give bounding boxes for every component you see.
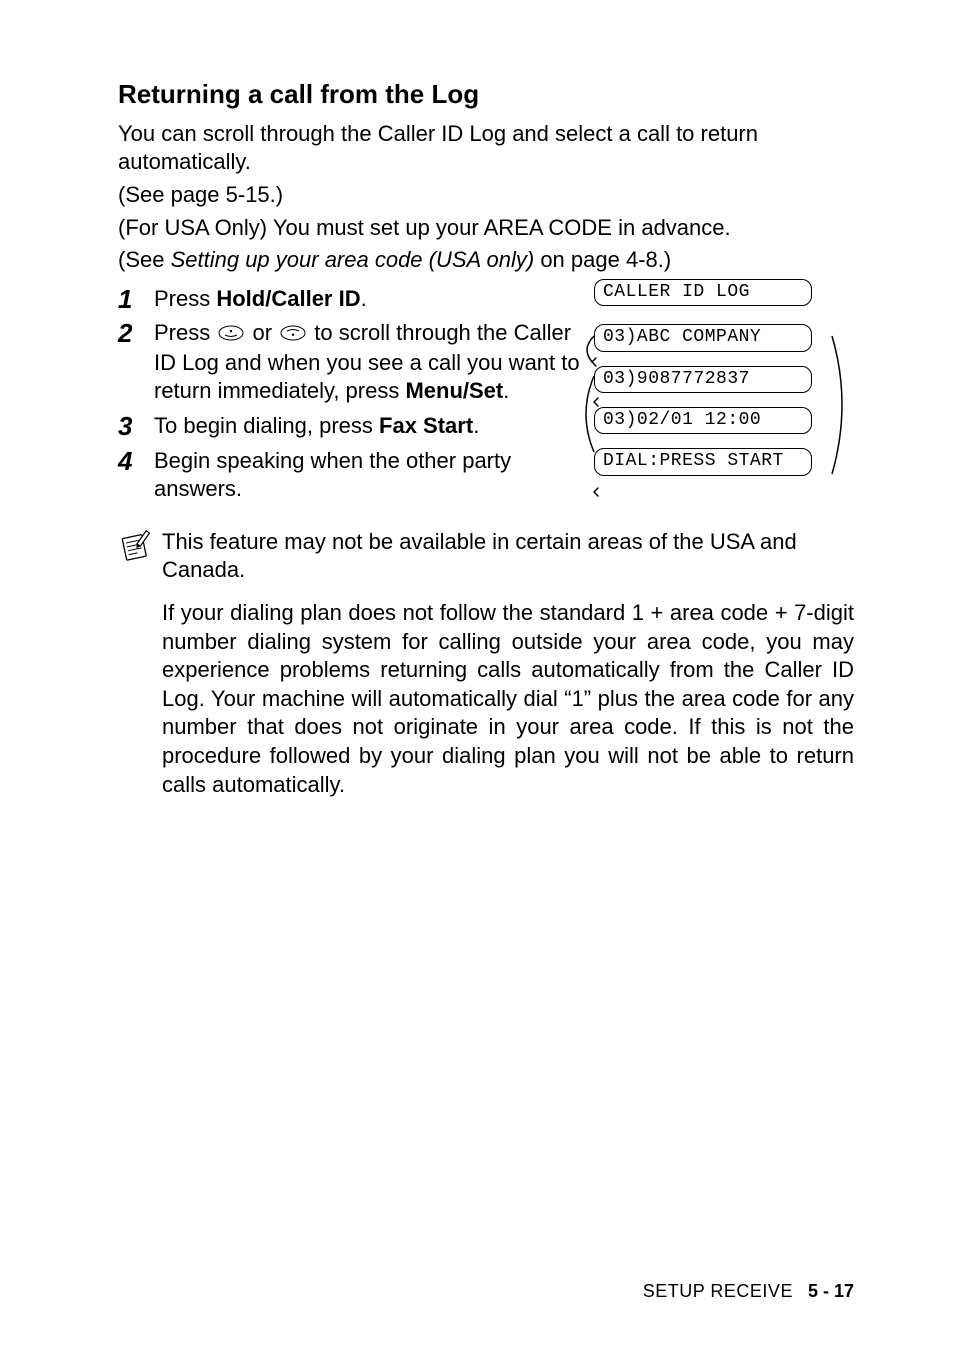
step-1-post: . <box>361 286 367 311</box>
step-2-bold: Menu/Set <box>405 378 503 403</box>
intro-block: You can scroll through the Caller ID Log… <box>118 120 854 275</box>
step-text: Press Hold/Caller ID. <box>154 285 584 314</box>
step-text: To begin dialing, press Fax Start. <box>154 412 584 441</box>
intro-line-2: (See page 5-15.) <box>118 181 854 210</box>
section-heading: Returning a call from the Log <box>118 78 854 112</box>
lcd-diagram: CALLER ID LOG 03)ABC COMPANY 03)90877728… <box>584 279 854 490</box>
step-3-post: . <box>473 413 479 438</box>
note-block: This feature may not be available in cer… <box>118 528 854 599</box>
step-2-post: . <box>503 378 509 403</box>
lcd-row-3: 03)02/01 12:00 <box>594 407 812 434</box>
step-text: Press or to scroll through the Cal <box>154 319 584 406</box>
step-number: 2 <box>118 319 154 348</box>
lcd-row-2: 03)9087772837 <box>594 366 812 393</box>
down-arrow-icon <box>280 320 306 349</box>
intro-line-4-italic: Setting up your area code (USA only) <box>171 247 535 272</box>
intro-line-4-suffix: on page 4-8.) <box>534 247 671 272</box>
step-1: 1 Press Hold/Caller ID. <box>118 285 584 314</box>
step-4: 4 Begin speaking when the other party an… <box>118 447 584 504</box>
step-2-mid: or <box>246 320 278 345</box>
footer-section: SETUP RECEIVE <box>643 1281 793 1301</box>
intro-line-4-prefix: (See <box>118 247 171 272</box>
step-number: 1 <box>118 285 154 314</box>
note-text: This feature may not be available in cer… <box>162 528 854 599</box>
note-paragraph-2: If your dialing plan does not follow the… <box>162 599 854 799</box>
intro-line-4: (See Setting up your area code (USA only… <box>118 246 854 275</box>
note-paragraph-2-wrap: If your dialing plan does not follow the… <box>162 599 854 799</box>
page-footer: SETUP RECEIVE 5 - 17 <box>0 1280 954 1303</box>
intro-line-3: (For USA Only) You must set up your AREA… <box>118 214 854 243</box>
note-icon <box>118 530 158 564</box>
footer-page: 5 - 17 <box>808 1281 854 1301</box>
step-4-pre: Begin speaking when the other party answ… <box>154 448 511 502</box>
step-text: Begin speaking when the other party answ… <box>154 447 584 504</box>
step-3-pre: To begin dialing, press <box>154 413 379 438</box>
step-2: 2 Press or to s <box>118 319 584 406</box>
step-3-bold: Fax Start <box>379 413 473 438</box>
lcd-row-1: 03)ABC COMPANY <box>594 324 812 351</box>
note-paragraph-1: This feature may not be available in cer… <box>162 528 854 585</box>
step-3: 3 To begin dialing, press Fax Start. <box>118 412 584 441</box>
intro-line-1: You can scroll through the Caller ID Log… <box>118 120 854 177</box>
step-1-pre: Press <box>154 286 216 311</box>
step-1-bold: Hold/Caller ID <box>216 286 360 311</box>
step-number: 3 <box>118 412 154 441</box>
lcd-header: CALLER ID LOG <box>594 279 812 306</box>
steps-list: 1 Press Hold/Caller ID. 2 Press or <box>118 285 584 504</box>
up-arrow-icon <box>218 320 244 349</box>
lcd-row-4: DIAL:PRESS START <box>594 448 812 475</box>
right-bracket-icon <box>826 324 856 504</box>
step-2-pre: Press <box>154 320 216 345</box>
step-number: 4 <box>118 447 154 476</box>
